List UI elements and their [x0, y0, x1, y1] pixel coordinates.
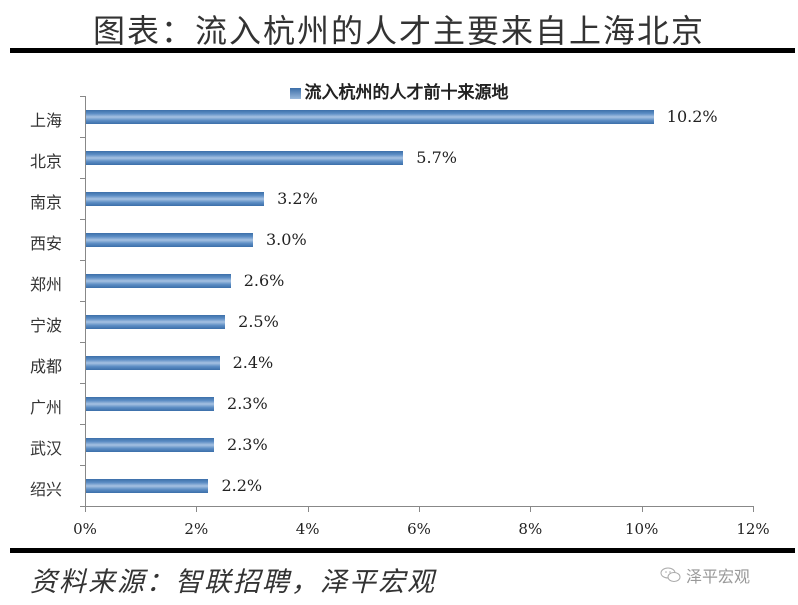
value-label: 2.6%	[243, 270, 285, 290]
y-tick	[80, 506, 85, 507]
category-label: 绍兴	[30, 479, 63, 499]
value-label: 5.7%	[416, 147, 457, 167]
bar	[86, 355, 220, 370]
x-tick	[753, 506, 754, 512]
value-label: 2.5%	[238, 311, 279, 331]
value-label: 10.2%	[666, 106, 718, 126]
y-tick	[80, 219, 85, 220]
bar	[86, 314, 226, 329]
category-label: 广州	[30, 397, 63, 417]
legend-swatch	[289, 88, 301, 99]
x-tick-label: 0%	[73, 520, 97, 538]
bar	[86, 232, 253, 247]
bar	[86, 437, 215, 452]
y-tick	[80, 301, 85, 302]
figure-title: 图表：流入杭州的人才主要来自上海北京	[92, 12, 705, 50]
bottom-divider	[10, 548, 795, 553]
y-tick	[80, 96, 85, 97]
y-tick	[80, 424, 85, 425]
plot-area: 0% 2% 4% 6% 8% 10% 12% 上海 10.2% 北京 5.7% 南京 3.2% 西安 3.0…	[30, 96, 770, 538]
top-divider	[10, 48, 795, 53]
x-tick	[530, 506, 532, 512]
bar	[86, 396, 215, 411]
watermark-label: 泽平宏观	[686, 567, 751, 586]
category-label: 郑州	[30, 274, 63, 294]
category-label: 南京	[30, 192, 63, 212]
y-tick	[80, 383, 85, 384]
y-tick	[80, 178, 85, 179]
bar	[86, 150, 404, 165]
value-label: 2.4%	[232, 352, 274, 372]
x-tick-label: 6%	[407, 520, 431, 538]
bar	[86, 109, 654, 124]
x-tick-label: 2%	[184, 520, 209, 538]
value-label: 3.2%	[277, 188, 318, 208]
y-tick	[80, 342, 85, 343]
chart-legend: 流入杭州的人才前十来源地	[0, 78, 798, 103]
legend-label: 流入杭州的人才前十来源地	[304, 83, 509, 103]
category-label: 西安	[30, 233, 63, 253]
x-tick	[419, 506, 420, 512]
category-label: 北京	[30, 151, 63, 171]
value-label: 3.0%	[266, 229, 307, 249]
y-tick	[80, 465, 85, 466]
watermark: 泽平宏观	[660, 563, 750, 587]
bar	[86, 273, 231, 288]
value-label: 2.2%	[221, 475, 263, 495]
x-tick	[641, 506, 643, 512]
x-tick-label: 12%	[736, 520, 770, 538]
bar	[86, 191, 265, 206]
y-tick	[80, 260, 85, 261]
y-tick	[80, 137, 85, 138]
wechat-icon	[660, 567, 681, 582]
y-axis	[85, 96, 86, 506]
x-tick	[307, 506, 309, 512]
x-tick	[85, 506, 86, 512]
source-note: 资料来源：智联招聘，泽平宏观	[30, 567, 436, 598]
x-tick-label: 8%	[518, 520, 543, 538]
value-label: 2.3%	[227, 393, 268, 413]
category-label: 上海	[30, 110, 63, 130]
x-tick	[196, 506, 198, 512]
x-tick-label: 4%	[295, 520, 320, 538]
category-label: 宁波	[30, 315, 63, 335]
x-tick-label: 10%	[624, 520, 659, 538]
category-label: 武汉	[30, 438, 63, 458]
category-label: 成都	[30, 356, 63, 376]
bar	[86, 478, 209, 493]
value-label: 2.3%	[227, 434, 268, 454]
